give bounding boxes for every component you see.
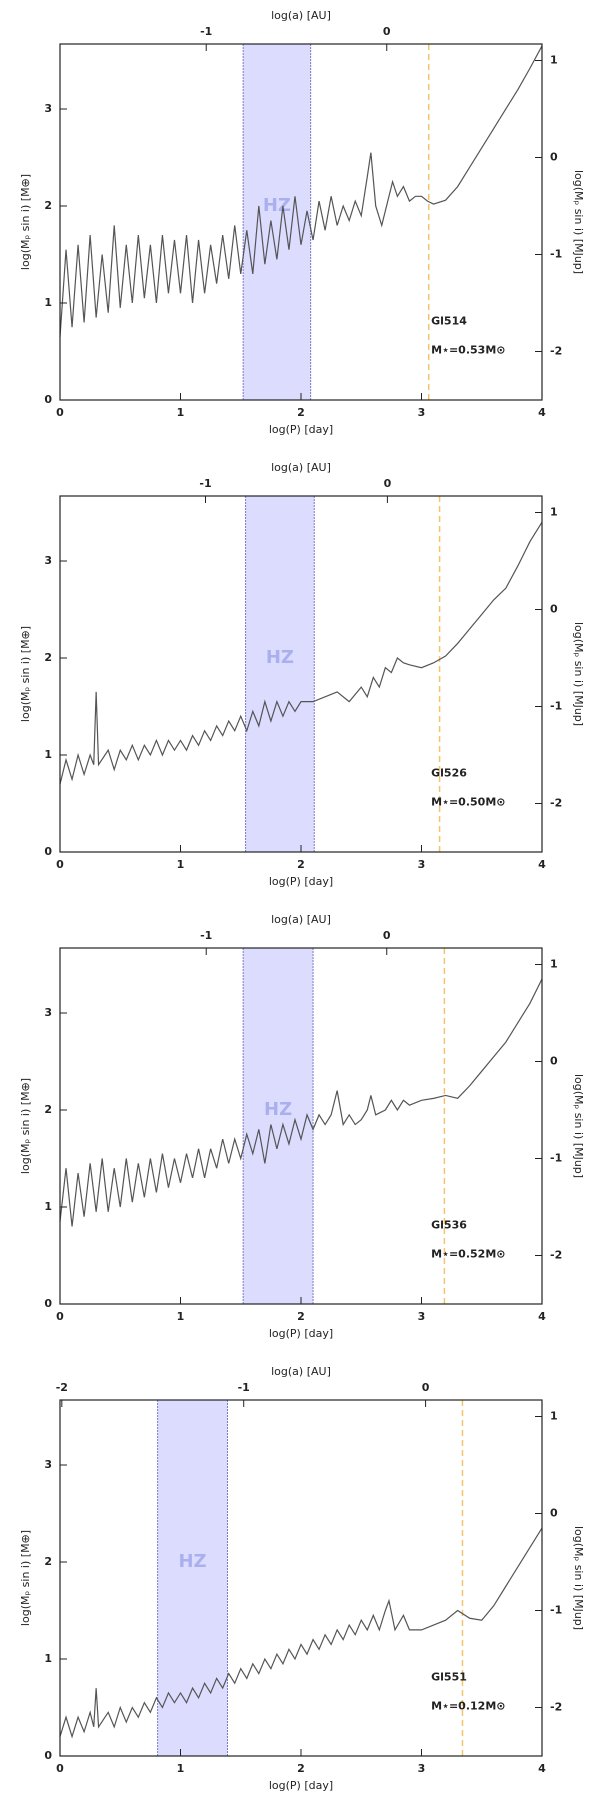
x-tick-label: 2 (297, 858, 305, 871)
y2-tick-label: 0 (550, 150, 558, 163)
y-tick-label: 3 (44, 102, 52, 115)
hz-label: HZ (178, 1551, 206, 1572)
x-axis-label: log(P) [day] (269, 875, 333, 888)
x2-axis-label: log(a) [AU] (271, 461, 331, 474)
habitable-zone (243, 948, 314, 1304)
y2-tick-label: -2 (550, 796, 562, 809)
y-tick-label: 1 (44, 296, 52, 309)
y-tick-label: 2 (44, 1555, 52, 1568)
annotation: M⋆=0.50M⊙ (431, 796, 505, 809)
data-line (59, 521, 543, 785)
y2-tick-label: -2 (550, 344, 562, 357)
y2-tick-label: -2 (550, 1248, 562, 1261)
x2-tick-label: 0 (383, 25, 391, 38)
y2-axis-label: log(Mₚ sin i) [MJup] (572, 1074, 585, 1178)
x-tick-label: 4 (538, 1762, 546, 1775)
y2-tick-label: -1 (550, 247, 562, 260)
data-line (59, 978, 543, 1227)
x2-tick-label: -1 (238, 1381, 250, 1394)
y-tick-label: 1 (44, 1200, 52, 1213)
x2-tick-label: -1 (200, 929, 212, 942)
x-tick-label: 1 (177, 1310, 185, 1323)
x2-tick-label: -1 (199, 477, 211, 490)
x-tick-label: 1 (177, 858, 185, 871)
y-tick-label: 3 (44, 1458, 52, 1471)
x2-tick-label: 0 (422, 1381, 430, 1394)
y-axis-label: log(Mₚ sin i) [M⊕] (19, 626, 32, 722)
x-tick-label: 0 (56, 1310, 64, 1323)
y2-axis-label: log(Mₚ sin i) [MJup] (572, 1526, 585, 1630)
x-tick-label: 0 (56, 1762, 64, 1775)
x-axis-label: log(P) [day] (269, 1327, 333, 1340)
x-tick-label: 2 (297, 406, 305, 419)
x2-tick-label: 0 (384, 477, 392, 490)
y-tick-label: 1 (44, 748, 52, 761)
annotation: Gl536 (431, 1219, 467, 1232)
x-tick-label: 0 (56, 858, 64, 871)
habitable-zone (245, 496, 315, 852)
annotation: M⋆=0.52M⊙ (431, 1248, 505, 1261)
y-axis-label: log(Mₚ sin i) [M⊕] (19, 1078, 32, 1174)
y2-tick-label: -1 (550, 699, 562, 712)
y2-tick-label: 0 (550, 1054, 558, 1067)
y-axis-label: log(Mₚ sin i) [M⊕] (19, 1530, 32, 1626)
data-line (59, 1527, 543, 1739)
x-axis-label: log(P) [day] (269, 423, 333, 436)
x-tick-label: 3 (418, 1310, 426, 1323)
annotation: M⋆=0.12M⊙ (431, 1700, 505, 1713)
y2-tick-label: 1 (550, 505, 558, 518)
hz-label: HZ (264, 1099, 292, 1120)
y-tick-label: 3 (44, 554, 52, 567)
y-tick-label: 0 (44, 845, 52, 858)
y2-tick-label: 0 (550, 1506, 558, 1519)
x-tick-label: 2 (297, 1762, 305, 1775)
y-tick-label: 2 (44, 1103, 52, 1116)
hz-label: HZ (263, 195, 291, 216)
x-tick-label: 0 (56, 406, 64, 419)
y-tick-label: 2 (44, 199, 52, 212)
y-tick-label: 0 (44, 1297, 52, 1310)
y2-axis-label: log(Mₚ sin i) [MJup] (572, 622, 585, 726)
x-axis-label: log(P) [day] (269, 1779, 333, 1792)
x-tick-label: 2 (297, 1310, 305, 1323)
x-tick-label: 3 (418, 406, 426, 419)
x2-tick-label: 0 (383, 929, 391, 942)
y-tick-label: 0 (44, 1749, 52, 1762)
x2-tick-label: -2 (56, 1381, 68, 1394)
x-tick-label: 1 (177, 406, 185, 419)
y2-tick-label: 1 (550, 957, 558, 970)
y2-tick-label: -1 (550, 1603, 562, 1616)
x-tick-label: 4 (538, 858, 546, 871)
x-tick-label: 4 (538, 1310, 546, 1323)
y-tick-label: 1 (44, 1652, 52, 1665)
annotation: M⋆=0.53M⊙ (431, 344, 505, 357)
x-tick-label: 1 (177, 1762, 185, 1775)
x-tick-label: 3 (418, 1762, 426, 1775)
y-axis-label: log(Mₚ sin i) [M⊕] (19, 174, 32, 270)
y2-tick-label: -1 (550, 1151, 562, 1164)
y2-tick-label: -2 (550, 1700, 562, 1713)
y-tick-label: 2 (44, 651, 52, 664)
x-tick-label: 3 (418, 858, 426, 871)
y2-tick-label: 1 (550, 1409, 558, 1422)
data-line (59, 45, 543, 337)
habitable-zone (243, 44, 311, 400)
x2-axis-label: log(a) [AU] (271, 913, 331, 926)
y-tick-label: 3 (44, 1006, 52, 1019)
y-tick-label: 0 (44, 393, 52, 406)
hz-label: HZ (266, 647, 294, 668)
y2-tick-label: 0 (550, 602, 558, 615)
annotation: Gl514 (431, 315, 467, 328)
y2-tick-label: 1 (550, 53, 558, 66)
annotation: Gl526 (431, 767, 467, 780)
x-tick-label: 4 (538, 406, 546, 419)
x2-axis-label: log(a) [AU] (271, 9, 331, 22)
x2-axis-label: log(a) [AU] (271, 1365, 331, 1378)
x2-tick-label: -1 (200, 25, 212, 38)
habitable-zone (157, 1400, 228, 1756)
y2-axis-label: log(Mₚ sin i) [MJup] (572, 170, 585, 274)
annotation: Gl551 (431, 1671, 467, 1684)
